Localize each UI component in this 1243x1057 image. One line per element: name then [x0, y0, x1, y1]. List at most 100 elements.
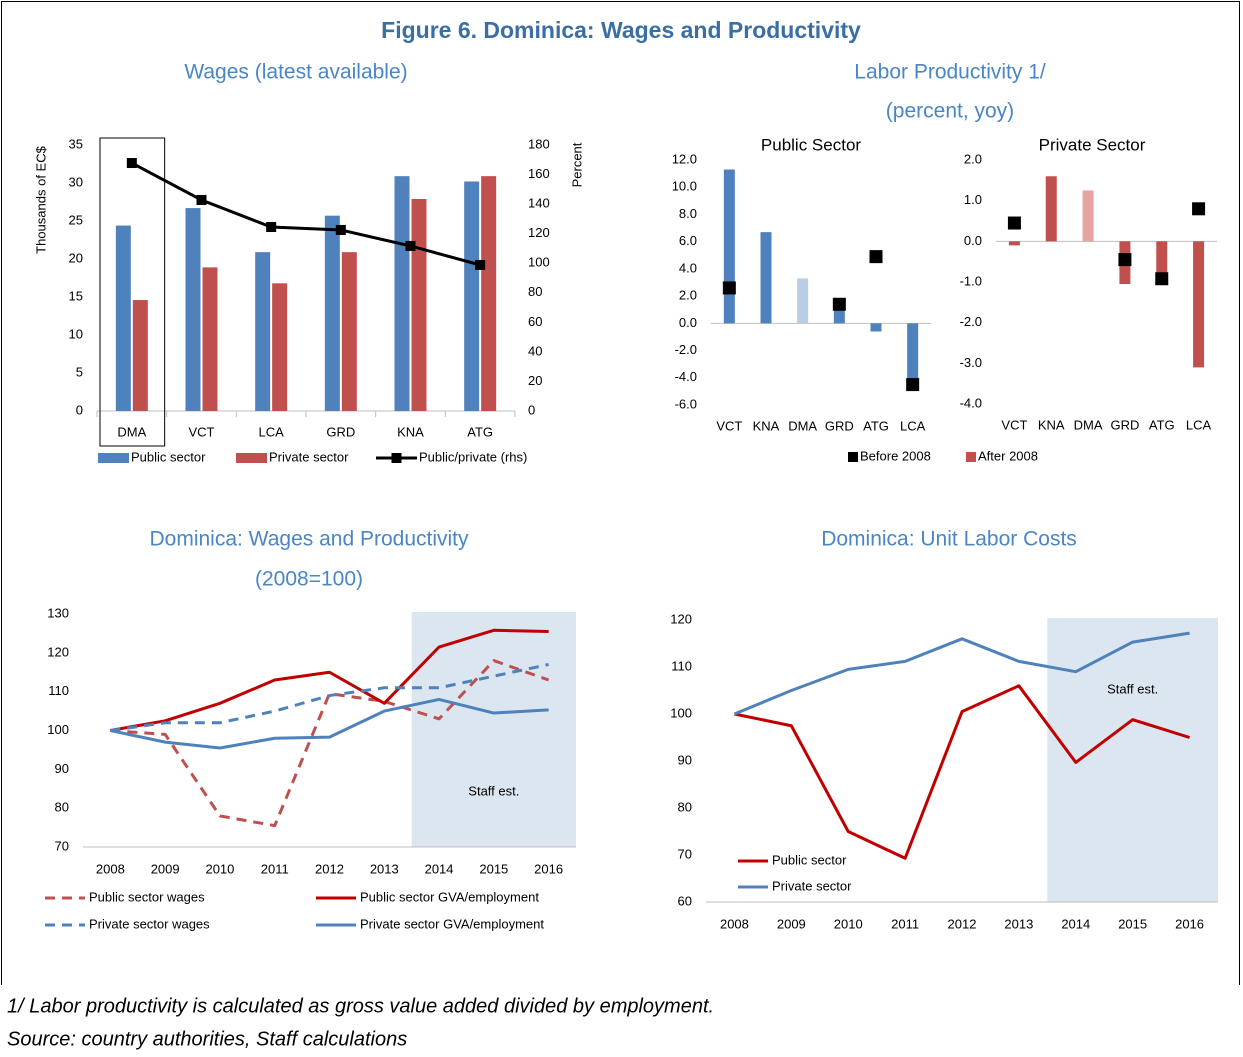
chart-title: Wages (latest available): [184, 61, 407, 84]
figure-border: [1, 1, 1240, 985]
marker: [1192, 202, 1206, 216]
legend-label: Public sector GVA/employment: [360, 889, 539, 904]
bar: [272, 283, 288, 411]
y-tick-label: 35: [69, 136, 83, 151]
bar: [411, 198, 427, 411]
marker: [1155, 272, 1169, 286]
marker: [1007, 216, 1021, 230]
line: [110, 659, 550, 828]
y-tick-label: 20: [528, 373, 542, 388]
shaded-region: [411, 612, 576, 847]
legend-swatch: [98, 453, 129, 463]
x-tick-label: 2016: [1175, 916, 1204, 931]
chart-title: Dominica: Wages and Productivity: [149, 528, 469, 551]
y-tick-label: 2.0: [679, 288, 697, 303]
y-tick-label: 30: [69, 174, 83, 189]
bar: [341, 252, 357, 411]
y-tick-label: 80: [55, 800, 69, 815]
y-axis-label: Thousands of EC$: [33, 145, 48, 253]
legend-label: Private sector: [772, 878, 852, 893]
y-tick-label: 120: [670, 611, 692, 626]
y-tick-label: 15: [69, 288, 83, 303]
line: [110, 628, 549, 732]
x-tick-label: GRD: [1110, 417, 1139, 432]
highlight-box: [99, 137, 166, 447]
legend-label: Public sector wages: [89, 889, 205, 904]
x-tick-label: KNA: [1038, 417, 1065, 432]
line-marker: [335, 224, 346, 235]
x-tick-label: VCT: [716, 418, 742, 433]
bar: [132, 300, 148, 411]
x-tick-label: 2011: [891, 916, 919, 931]
x-tick-label: 2014: [1061, 916, 1090, 931]
y-tick-label: -2.0: [960, 314, 982, 329]
y-tick-label: 140: [528, 196, 550, 211]
bar: [1156, 241, 1168, 280]
legend-swatch: [391, 453, 402, 463]
chart-title: Dominica: Unit Labor Costs: [821, 528, 1077, 551]
line: [131, 161, 481, 267]
legend-label: Public sector: [772, 852, 847, 867]
x-tick-label: 2010: [205, 861, 234, 876]
line-marker: [266, 222, 277, 233]
y-tick-label: 90: [678, 752, 692, 767]
legend-label: Public sector: [131, 449, 206, 464]
line: [110, 697, 549, 750]
bar: [255, 252, 271, 411]
x-tick-label: DMA: [117, 424, 146, 439]
panel-title: Private Sector: [1039, 135, 1146, 154]
y-tick-label: 12.0: [672, 151, 697, 166]
y-tick-label: -6.0: [675, 396, 697, 411]
y-tick-label: 0.0: [679, 315, 697, 330]
chart-subtitle: (2008=100): [255, 568, 363, 591]
x-tick-label: GRD: [825, 418, 854, 433]
y-tick-label: 130: [47, 605, 69, 620]
y-tick-label: -2.0: [675, 342, 697, 357]
marker: [906, 378, 920, 392]
x-tick-label: VCT: [1001, 417, 1027, 432]
footnote: 1/ Labor productivity is calculated as g…: [7, 995, 714, 1017]
x-tick-label: DMA: [788, 418, 817, 433]
y-tick-label: 0.0: [964, 233, 982, 248]
source-note: Source: country authorities, Staff calcu…: [7, 1028, 407, 1050]
line-marker: [196, 194, 207, 205]
bar: [1082, 190, 1094, 242]
y-tick-label: 180: [528, 136, 550, 151]
shade-label: Staff est.: [468, 783, 519, 798]
y-tick-label: -3.0: [960, 355, 982, 370]
y-tick-label: 120: [47, 644, 69, 659]
x-tick-label: KNA: [753, 418, 780, 433]
y-tick-label: 2.0: [964, 151, 982, 166]
bar: [870, 323, 882, 332]
y-tick-label: 80: [528, 284, 542, 299]
x-tick-label: LCA: [900, 418, 926, 433]
y-tick-label: 100: [528, 255, 550, 270]
legend-label: Private sector GVA/employment: [360, 916, 544, 931]
y-tick-label: 8.0: [679, 206, 697, 221]
y-tick-label: 6.0: [679, 233, 697, 248]
line: [734, 684, 1191, 860]
y-tick-label: 10.0: [672, 179, 697, 194]
y-tick-label: 20: [69, 250, 83, 265]
legend-label: Before 2008: [860, 448, 931, 463]
y-tick-label: 100: [670, 705, 692, 720]
y-tick-label: 0: [528, 402, 535, 417]
legend-label: Private sector wages: [89, 916, 210, 931]
legend-label: After 2008: [978, 448, 1038, 463]
y-tick-label: 60: [678, 893, 692, 908]
x-tick-label: LCA: [259, 424, 285, 439]
y-tick-label: 80: [678, 799, 692, 814]
x-tick-label: 2008: [96, 861, 125, 876]
y-tick-label: 90: [55, 761, 69, 776]
bar: [185, 208, 201, 411]
x-tick-label: 2010: [834, 916, 863, 931]
x-tick-label: LCA: [1186, 417, 1212, 432]
x-tick-label: 2013: [1004, 916, 1033, 931]
legend-swatch: [966, 452, 976, 462]
x-tick-label: 2012: [948, 916, 977, 931]
y-tick-label: -4.0: [960, 395, 982, 410]
shade-label: Staff est.: [1107, 681, 1158, 696]
x-tick-label: 2015: [479, 861, 508, 876]
x-tick-label: 2009: [777, 916, 806, 931]
legend-label: Public/private (rhs): [419, 449, 527, 464]
